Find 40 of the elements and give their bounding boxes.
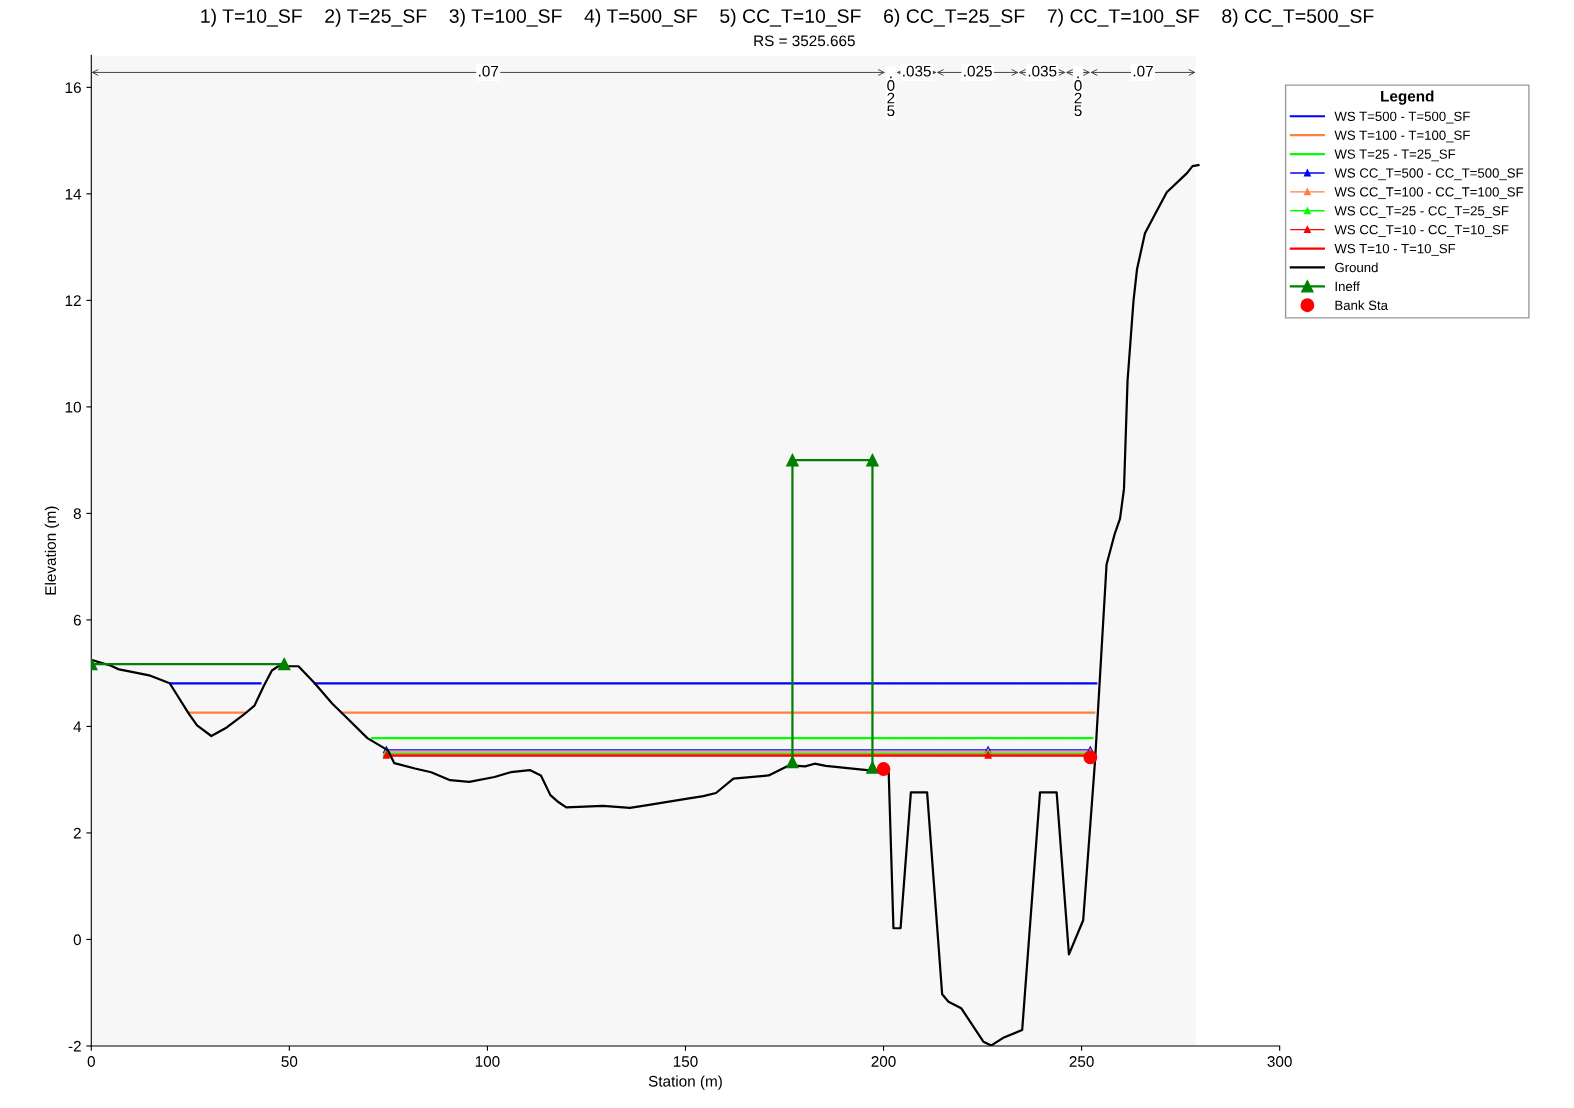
band-label: .025 [1074,76,1082,117]
y-tick-label: 12 [65,295,81,306]
chart-title: 1) T=10_SF 2) T=25_SF 3) T=100_SF 4) T=500_SF 5) CC_T=10_SF 6) CC_T=25_SF 7) CC_T=100_SF 8) CC_T=500_SF [201,8,1374,27]
x-tick-label: 200 [871,1056,896,1067]
x-axis-title: Station (m) [648,1075,722,1090]
legend-label: WS CC_T=500 - CC_T=500_SF [1334,168,1524,181]
band-label: .035 [1028,65,1057,77]
chart-subtitle: RS = 3525.665 [754,35,855,47]
y-tick-label: 0 [73,934,81,946]
band-label: .035 [903,65,931,77]
legend-label: WS T=500 - T=500_SF [1334,111,1470,124]
y-axis-title: Elevation (m) [44,506,60,595]
legend-label: WS T=100 - T=100_SF [1334,130,1470,143]
y-tick-label: 4 [73,721,82,732]
x-tick-label: 100 [475,1056,500,1067]
y-tick-label: 8 [73,508,81,520]
y-tick-label: 10 [65,401,81,413]
band-label: .07 [478,65,499,77]
band-label: .025 [964,65,992,77]
x-tick-label: 300 [1267,1056,1292,1067]
x-tick-label: 0 [87,1056,95,1067]
legend-label: WS T=10 - T=10_SF [1334,243,1456,256]
legend-label: WS CC_T=100 - CC_T=100_SF [1334,187,1524,200]
legend-title: Legend [1381,90,1434,105]
y-tick-label: 16 [65,82,81,94]
y-tick-label: -2 [68,1040,81,1052]
y-tick-label: 6 [73,614,81,626]
x-tick-label: 50 [281,1056,298,1067]
legend-label: Ineff [1335,281,1360,292]
legend-label: WS CC_T=10 - CC_T=10_SF [1334,225,1509,237]
band-label: .025 [887,76,895,117]
legend-label: WS CC_T=25 - CC_T=25_SF [1334,206,1509,218]
y-tick-label: 14 [65,188,82,200]
x-tick-label: 250 [1069,1056,1094,1067]
y-tick-label: 2 [73,827,81,839]
x-tick-label: 150 [673,1056,698,1067]
band-label: .07 [1133,65,1153,77]
legend-label: Ground [1335,262,1378,273]
legend-label: Bank Sta [1335,300,1388,310]
legend-label: WS T=25 - T=25_SF [1334,149,1456,162]
